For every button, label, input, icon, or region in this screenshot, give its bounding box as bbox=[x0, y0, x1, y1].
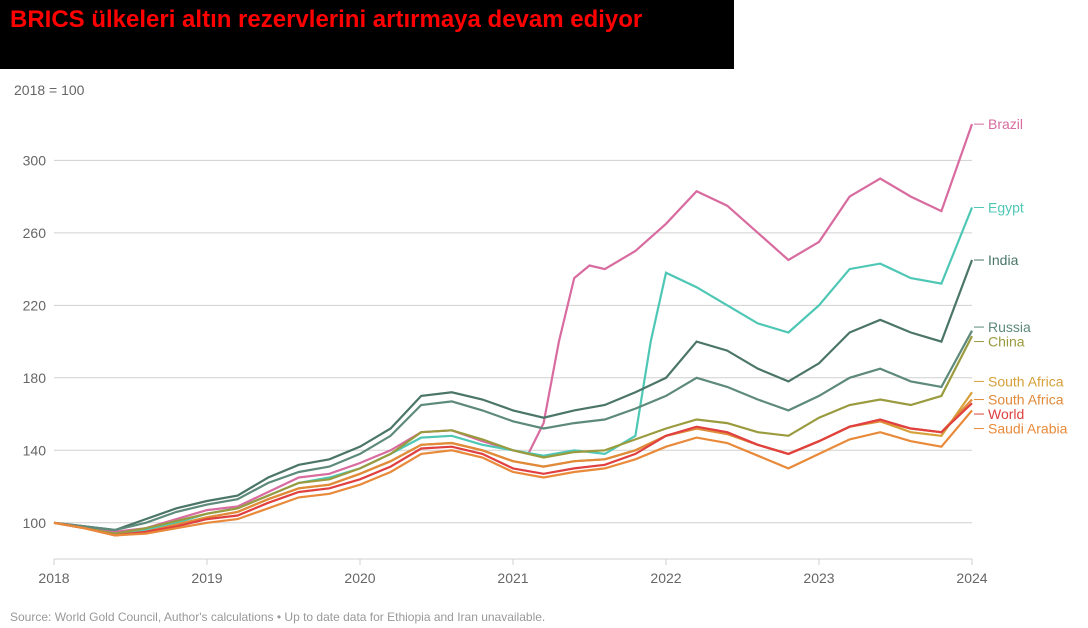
series-india bbox=[54, 260, 972, 530]
y-tick-label: 100 bbox=[23, 515, 47, 531]
chart-area: 100 140 180 220 260 300 2018 2019 2020 2021 2022 20… bbox=[10, 100, 1078, 595]
series-label: Saudi Arabia bbox=[988, 421, 1068, 437]
series-brazil bbox=[54, 124, 972, 532]
x-tick-label: 2021 bbox=[497, 570, 528, 586]
y-tick-label: 300 bbox=[23, 152, 47, 168]
chart-title: BRICS ülkeleri altın rezervlerini artırm… bbox=[10, 6, 724, 35]
y-tick-label: 260 bbox=[23, 225, 47, 241]
y-tick-label: 220 bbox=[23, 297, 47, 313]
series-label: Egypt bbox=[988, 199, 1024, 215]
series-label: South Africa bbox=[988, 373, 1064, 389]
series-label: India bbox=[988, 252, 1019, 268]
source-text: Source: World Gold Council, Author's cal… bbox=[10, 610, 545, 624]
chart-subtitle: 2018 = 100 bbox=[14, 82, 84, 98]
x-tick-label: 2023 bbox=[803, 570, 834, 586]
x-tick-label: 2024 bbox=[956, 570, 987, 586]
x-tick-label: 2020 bbox=[344, 570, 375, 586]
x-tick-label: 2019 bbox=[191, 570, 222, 586]
series-label: Brazil bbox=[988, 116, 1023, 132]
series-egypt bbox=[54, 208, 972, 534]
y-tick-label: 180 bbox=[23, 370, 47, 386]
x-tick-label: 2018 bbox=[38, 570, 69, 586]
series-russia bbox=[54, 331, 972, 530]
y-tick-label: 140 bbox=[23, 442, 47, 458]
title-bar: BRICS ülkeleri altın rezervlerini artırm… bbox=[0, 0, 734, 69]
series-label: China bbox=[988, 334, 1025, 350]
x-tick-label: 2022 bbox=[650, 570, 681, 586]
line-chart: 100 140 180 220 260 300 2018 2019 2020 2021 2022 20… bbox=[10, 100, 1078, 595]
